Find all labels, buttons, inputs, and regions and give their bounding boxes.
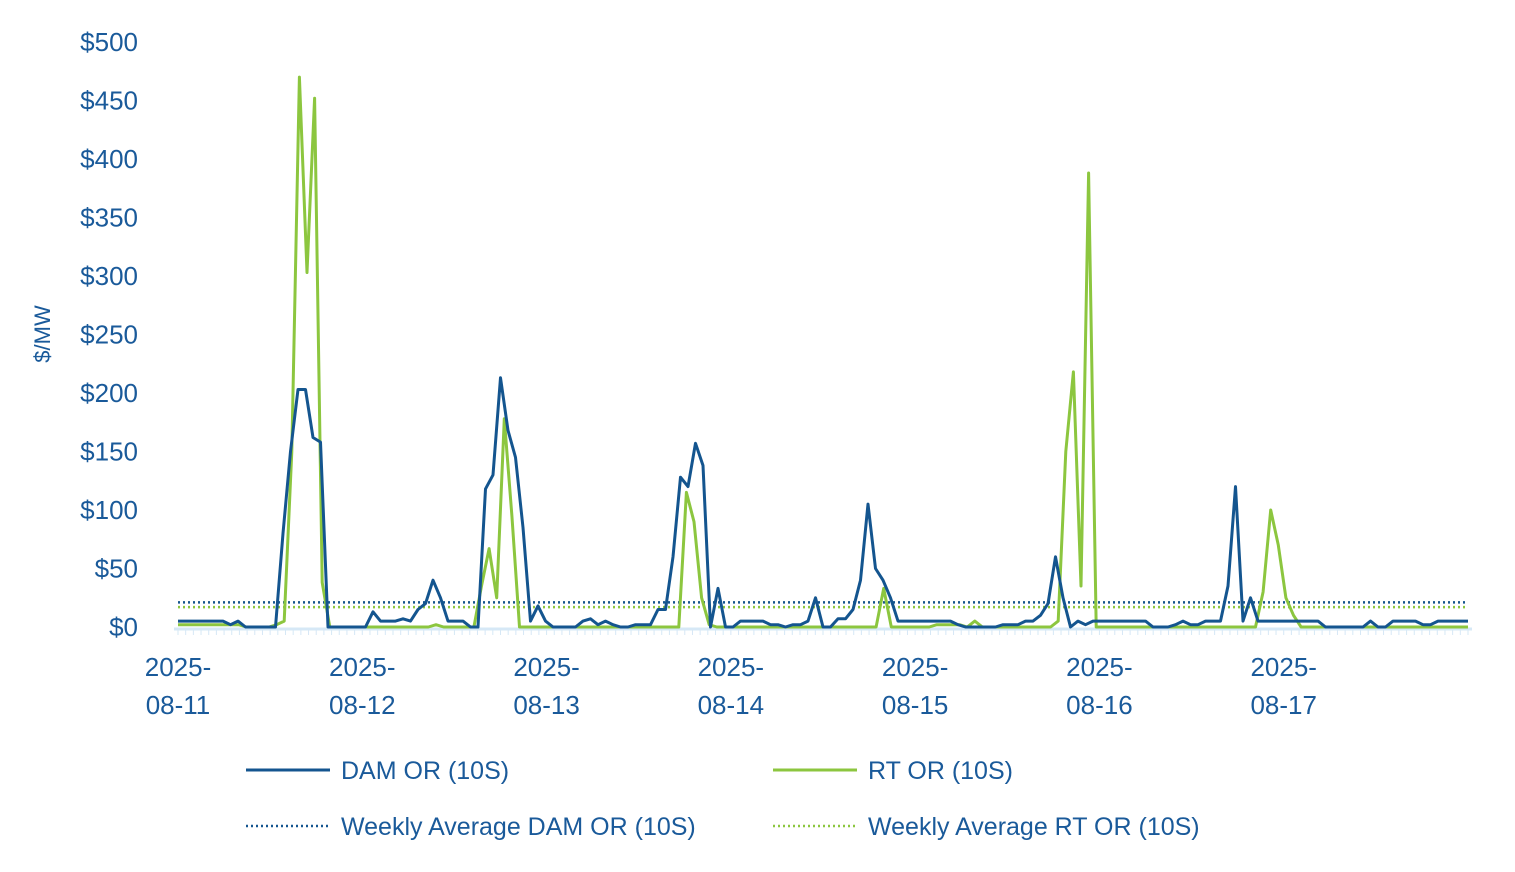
x-tick-label-date: 08-17 [1250, 690, 1317, 720]
x-tick-label-date: 08-16 [1066, 690, 1133, 720]
x-tick-label-year: 2025- [1250, 652, 1317, 682]
x-tick-label-date: 08-15 [882, 690, 949, 720]
series-line-dam-or-10s [178, 376, 1468, 629]
x-tick-label-year: 2025- [1066, 652, 1133, 682]
y-tick-label: $300 [80, 261, 138, 291]
legend: DAM OR (10S) RT OR (10S) Weekly Average DA… [246, 757, 1200, 841]
y-axis-ticks: $0 $50 $100 $150 $200 $250 $300 $350 $400 $450 $50… [80, 27, 138, 642]
x-tick-label-year: 2025- [329, 652, 396, 682]
series-line-rt-or-10s [178, 75, 1468, 629]
y-tick-label: $200 [80, 378, 138, 408]
y-tick-label: $250 [80, 320, 138, 350]
x-tick-label-year: 2025- [882, 652, 949, 682]
y-tick-label: $50 [95, 554, 138, 584]
weekly-average-lines [178, 601, 1468, 609]
y-tick-label: $150 [80, 437, 138, 467]
y-tick-label: $400 [80, 144, 138, 174]
x-tick-label-year: 2025- [698, 652, 765, 682]
x-axis-line [174, 627, 1472, 635]
legend-item: DAM OR (10S) [246, 757, 509, 785]
legend-item: Weekly Average RT OR (10S) [773, 813, 1200, 841]
y-tick-label: $0 [109, 612, 138, 642]
legend-item: RT OR (10S) [773, 757, 1013, 785]
legend-item: Weekly Average DAM OR (10S) [246, 813, 696, 841]
y-axis-title: $/MW [30, 305, 55, 363]
legend-label: Weekly Average DAM OR (10S) [341, 813, 696, 841]
x-tick-label-year: 2025- [145, 652, 212, 682]
x-tick-label-year: 2025- [513, 652, 580, 682]
x-tick-label-date: 08-13 [513, 690, 580, 720]
x-tick-label-date: 08-12 [329, 690, 396, 720]
x-tick-label-date: 08-14 [698, 690, 765, 720]
x-tick-label-date: 08-11 [146, 690, 211, 720]
y-tick-label: $100 [80, 495, 138, 525]
legend-label: DAM OR (10S) [341, 757, 509, 785]
y-tick-label: $450 [80, 86, 138, 116]
x-axis-ticks: 2025- 08-11 2025- 08-12 2025- 08-13 2025- 08-14… [145, 652, 1317, 720]
y-tick-label: $500 [80, 27, 138, 57]
legend-label: RT OR (10S) [868, 757, 1013, 785]
legend-label: Weekly Average RT OR (10S) [868, 813, 1200, 841]
series-lines [178, 75, 1468, 629]
y-tick-label: $350 [80, 203, 138, 233]
